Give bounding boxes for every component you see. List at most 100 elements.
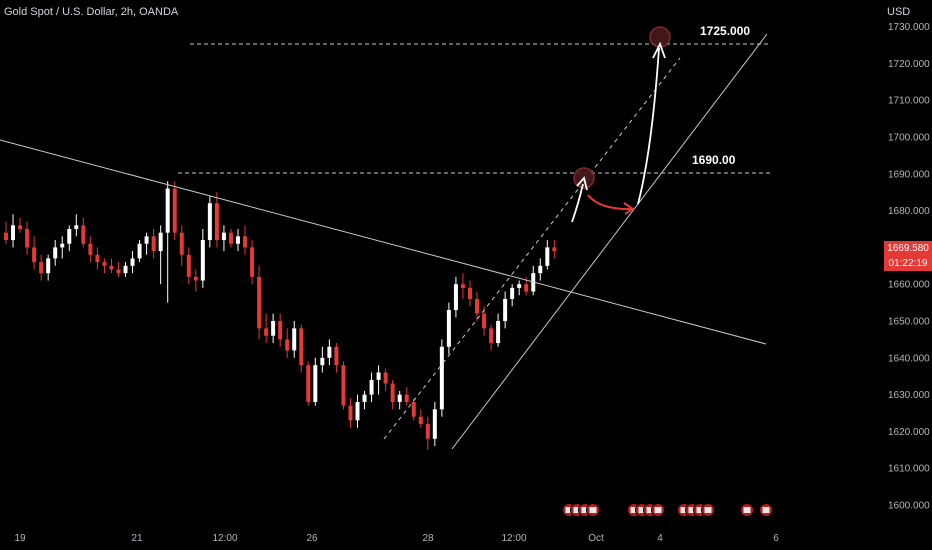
projection-arrow-up-1[interactable] [571,183,584,223]
y-tick-label: 1720.000 [888,59,930,70]
candle [102,258,107,274]
target-circle-1725[interactable] [649,26,671,48]
flag-glyph [688,507,696,513]
currency-label[interactable]: USD [887,6,911,18]
candle [299,324,304,373]
candle [517,280,522,296]
candle-body [46,258,51,274]
candle [144,232,149,255]
candle [439,339,444,417]
candle-body [503,298,508,321]
flag-glyph [704,507,712,513]
x-tick-label: 12:00 [212,533,237,544]
candle [313,357,318,406]
candle [39,254,44,281]
candle [306,361,311,406]
x-tick-label: 6 [773,533,779,544]
candle [257,265,262,340]
candle [46,254,51,281]
y-tick-label: 1700.000 [888,133,930,144]
flag-glyph [646,507,654,513]
candle-body [130,258,135,266]
x-tick-label: 19 [14,533,26,544]
flag-glyph [565,507,573,513]
pullback-arrow[interactable] [587,194,633,211]
candle-body [88,243,93,255]
candle [67,225,72,252]
candle-body [418,416,423,425]
y-tick-label: 1660.000 [888,280,930,291]
candle [88,236,93,263]
candle [355,394,360,428]
candle-body [165,188,170,233]
candle [172,181,177,241]
candle [200,229,205,288]
y-tick-label: 1640.000 [888,353,930,364]
candles [4,181,557,450]
candle [411,398,416,421]
channel-dashed-line[interactable] [383,57,681,440]
flag-glyph [581,507,589,513]
candle-body [67,229,72,244]
candle-body [432,409,437,439]
candle-body [257,276,262,329]
events-row[interactable] [562,503,773,517]
candle [81,217,86,248]
candle-body [545,247,550,266]
candle [453,276,458,318]
candle-body [144,236,149,244]
candle-body [179,232,184,255]
candle-body [235,236,240,244]
candle-body [369,379,374,395]
x-axis[interactable]: 19 21 12:00 26 28 12:00 Oct 4 6 [14,533,779,544]
candle [123,262,128,277]
y-tick-label: 1620.000 [888,427,930,438]
candle [60,236,65,259]
y-tick-label: 1650.000 [888,317,930,328]
candle-body [228,232,233,244]
y-tick-label: 1690.000 [888,169,930,180]
resistance-trendline[interactable] [0,139,767,345]
candle [320,346,325,373]
candle [214,192,219,248]
candle-body [137,243,142,259]
candle-body [151,236,156,252]
drawings[interactable]: 1725.000 1690.00 [0,24,770,450]
candle [545,240,550,270]
candle [510,284,515,307]
candle [250,240,255,285]
candle [228,229,233,248]
candle [18,217,23,233]
candle [25,221,30,255]
candle [158,225,163,285]
level-1690-label: 1690.00 [692,153,736,167]
candle [432,401,437,447]
candle-body [53,247,58,259]
candle-body [306,365,311,402]
candle-body [18,225,23,229]
candle [362,390,367,410]
flag-glyph [743,507,751,513]
candle-body [453,284,458,310]
support-trendline[interactable] [451,33,768,450]
candle [53,240,58,266]
candle [503,291,508,329]
candle [327,339,332,366]
candle-body [496,321,501,344]
y-tick-label: 1730.000 [888,22,930,33]
candle-body [207,203,212,241]
candle [404,387,409,406]
candle-body [11,225,16,241]
candle-body [278,321,283,340]
candle-body [510,287,515,299]
candle-body [362,394,367,402]
candle [348,398,353,428]
candle [243,225,248,255]
candle [460,273,465,299]
candle [137,240,142,263]
candle [151,229,156,259]
candle-body [200,240,205,281]
candle-body [102,262,107,266]
projection-arrow-up-2[interactable] [637,47,660,205]
